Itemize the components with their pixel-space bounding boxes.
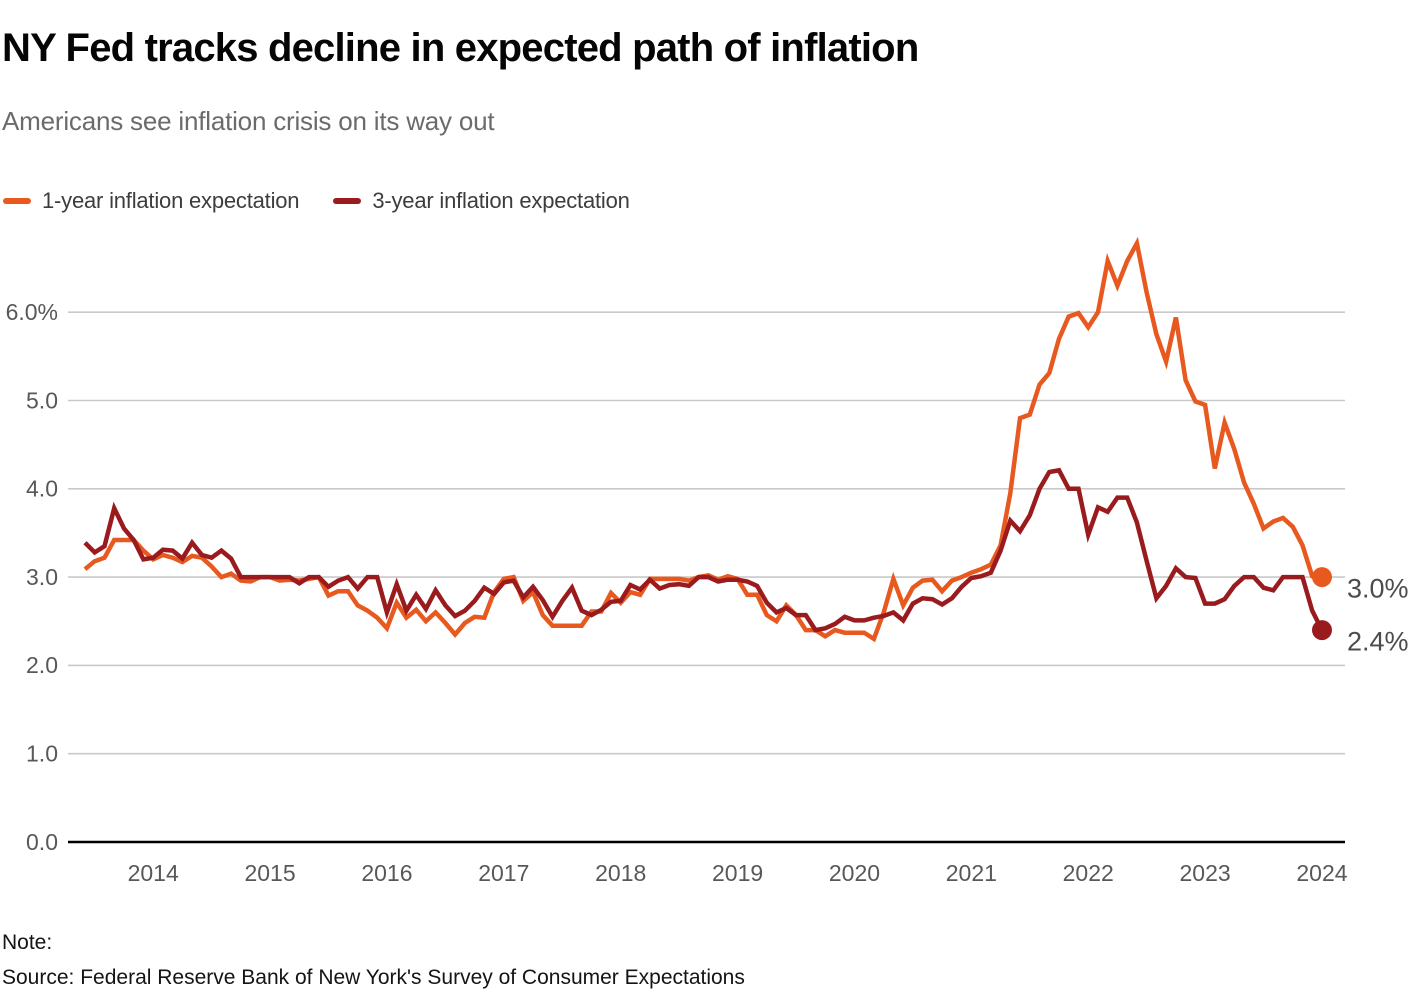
series-line-3yr: [83, 467, 1325, 633]
y-tick-label: 6.0%: [6, 299, 58, 325]
x-tick-label: 2024: [1296, 860, 1347, 886]
y-tick-label: 4.0: [26, 476, 58, 502]
legend-item-1yr: 1-year inflation expectation: [3, 188, 300, 214]
x-tick-label: 2014: [128, 860, 179, 886]
x-tick-label: 2015: [244, 860, 295, 886]
end-value-label-1yr: 3.0%: [1347, 573, 1409, 603]
source-line: Source: Federal Reserve Bank of New York…: [2, 966, 745, 989]
x-tick-label: 2016: [361, 860, 412, 886]
note-label: Note:: [2, 931, 53, 954]
page-subtitle: Americans see inflation crisis on its wa…: [2, 106, 495, 136]
series-line-1yr: [83, 236, 1323, 643]
page-title: NY Fed tracks decline in expected path o…: [2, 26, 919, 70]
legend-label-1yr: 1-year inflation expectation: [42, 188, 300, 213]
end-value-label-3yr: 2.4%: [1347, 626, 1409, 656]
legend: 1-year inflation expectation 3-year infl…: [3, 188, 630, 214]
y-tick-label: 5.0: [26, 387, 58, 413]
x-tick-label: 2023: [1180, 860, 1231, 886]
x-tick-label: 2018: [595, 860, 646, 886]
y-tick-label: 1.0: [26, 741, 58, 767]
y-tick-label: 0.0: [26, 829, 58, 855]
end-dot-3yr-icon: [1311, 620, 1332, 641]
legend-swatch-3yr-icon: [333, 198, 362, 204]
legend-item-3yr: 3-year inflation expectation: [333, 188, 630, 214]
y-tick-label: 3.0: [26, 564, 58, 590]
y-tick-label: 2.0: [26, 652, 58, 678]
legend-label-3yr: 3-year inflation expectation: [372, 188, 630, 213]
x-tick-label: 2017: [478, 860, 529, 886]
x-tick-label: 2019: [712, 860, 763, 886]
x-tick-label: 2021: [946, 860, 997, 886]
x-tick-label: 2022: [1063, 860, 1114, 886]
x-tick-label: 2020: [829, 860, 880, 886]
end-dot-1yr-icon: [1311, 567, 1332, 588]
legend-swatch-1yr-icon: [3, 198, 31, 204]
